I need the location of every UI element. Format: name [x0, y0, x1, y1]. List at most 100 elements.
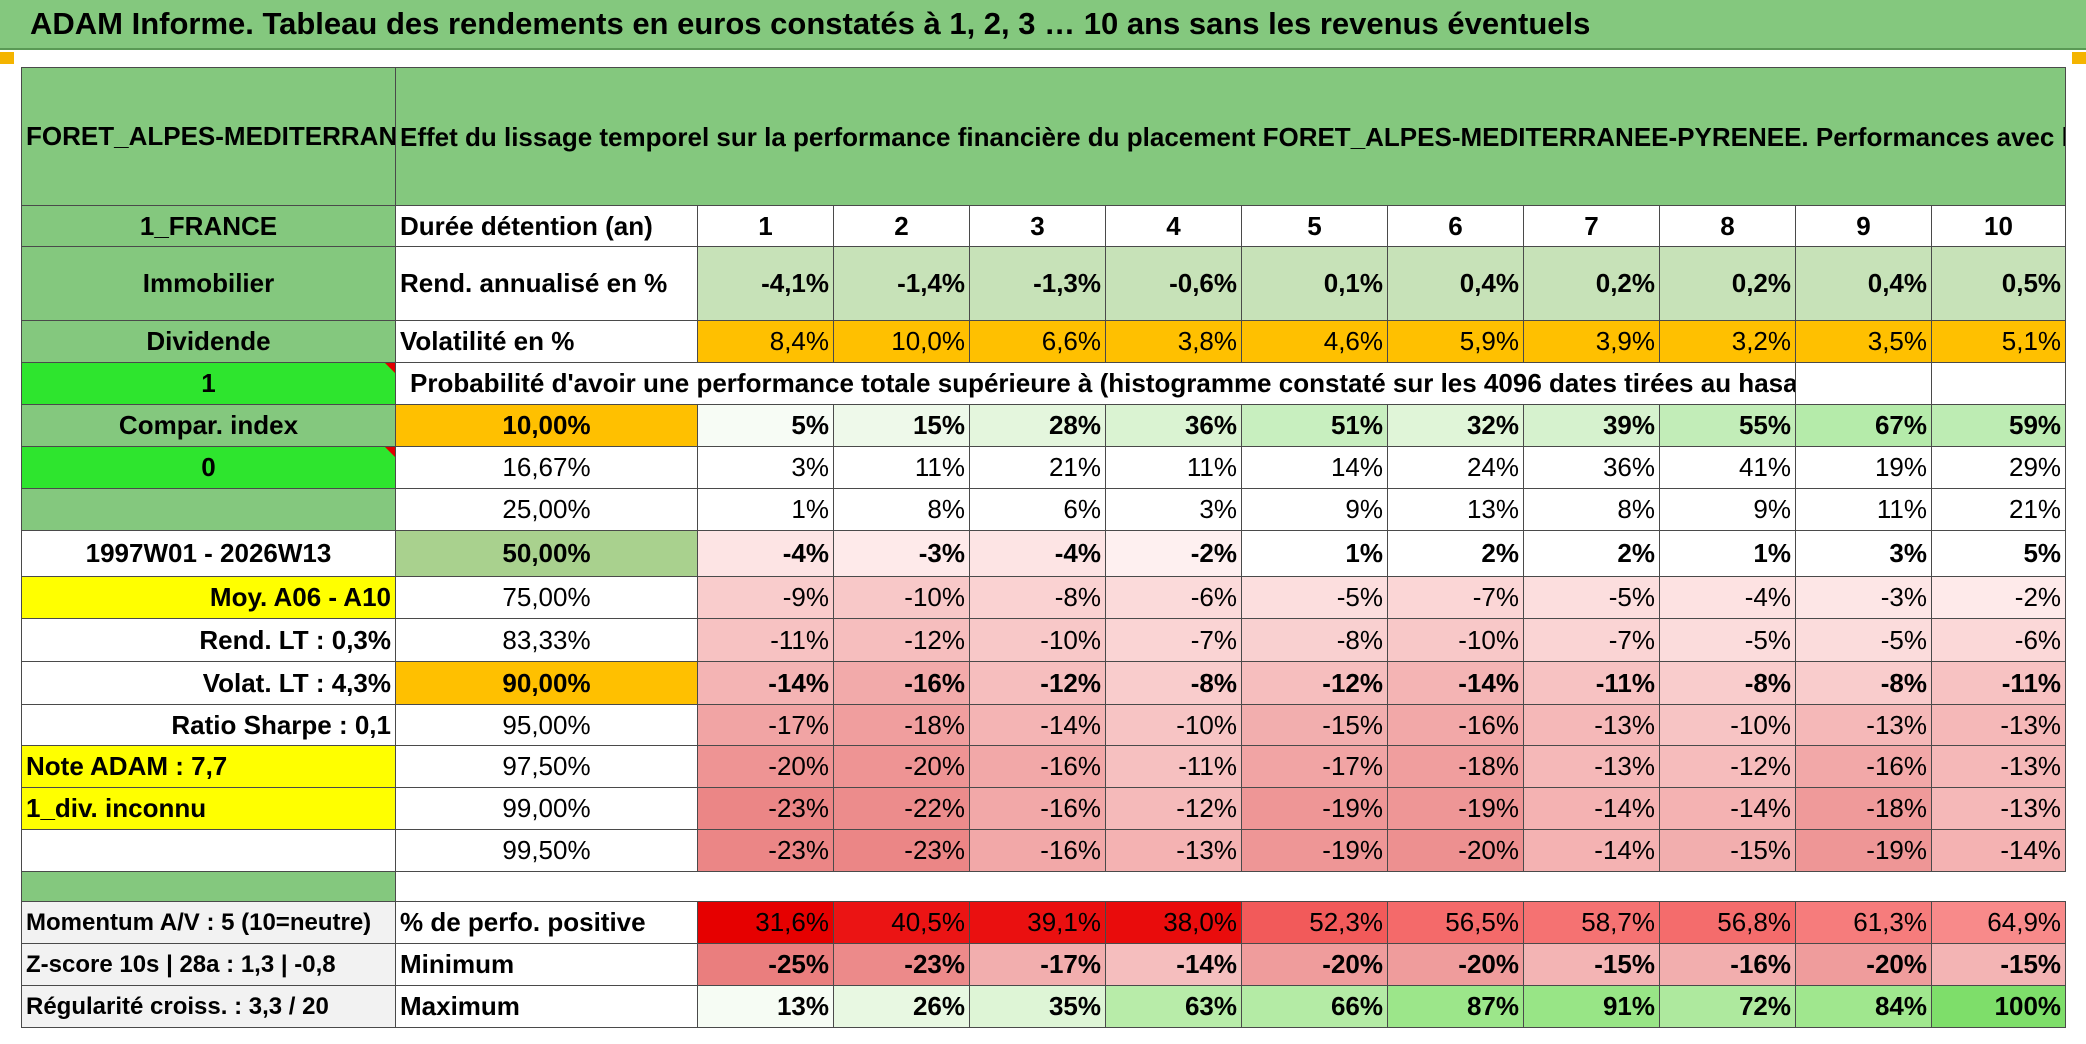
quantile-value: -12%	[1105, 787, 1242, 830]
rend-value: -4,1%	[697, 246, 834, 321]
volat-value: 3,2%	[1659, 320, 1796, 363]
rend-value: -1,3%	[969, 246, 1106, 321]
volat-value: 3,9%	[1523, 320, 1660, 363]
quantile-value: -4%	[697, 530, 834, 577]
quantile-value: -19%	[1795, 829, 1932, 872]
zscore-cell: Z-score 10s | 28a : 1,3 | -0,8	[21, 943, 396, 986]
quantile-value: -5%	[1795, 618, 1932, 662]
rend-value: -0,6%	[1105, 246, 1242, 321]
rend-lt-cell: Rend. LT : 0,3%	[21, 618, 396, 662]
quantile-value: 2%	[1523, 530, 1660, 577]
quantile-value: 11%	[1795, 488, 1932, 531]
year-header: 8	[1659, 205, 1796, 247]
spacer-row	[394, 871, 2066, 902]
quantile-value: 1%	[1659, 530, 1796, 577]
quantile-value: -14%	[1387, 661, 1524, 705]
quantile-value: -23%	[697, 829, 834, 872]
quantile-value: -11%	[1930, 661, 2067, 705]
quantile-value: -3%	[1795, 576, 1932, 619]
quantile-value: 21%	[969, 446, 1106, 489]
quantile-value: -10%	[969, 618, 1106, 662]
quantile-value: -17%	[697, 704, 834, 746]
minimum-value: -23%	[833, 943, 970, 986]
positive-value: 58,7%	[1523, 901, 1660, 944]
quantile-value: -11%	[1105, 745, 1242, 788]
fund-name: FORET_ALPES-MEDITERRANEE-PYRENEE	[21, 67, 396, 206]
page-title: ADAM Informe. Tableau des rendements en …	[30, 6, 1591, 41]
quantile-value: 3%	[1795, 530, 1932, 577]
quantile-value: 41%	[1659, 446, 1796, 489]
flag-cell-1[interactable]: 1	[21, 362, 396, 405]
volat-lt-cell: Volat. LT : 4,3%	[21, 661, 396, 705]
quantile-value: -19%	[1241, 787, 1388, 830]
quantile-value: -3%	[833, 530, 970, 577]
quantile-value: -8%	[1241, 618, 1388, 662]
quantile-label: 90,00%	[395, 661, 698, 705]
quantile-value: 21%	[1930, 488, 2067, 531]
flag-cell-2[interactable]: 0	[21, 446, 396, 489]
year-header: 7	[1523, 205, 1660, 247]
quantile-value: -10%	[1105, 704, 1242, 746]
dividend-info-cell: 1_div. inconnu	[21, 787, 396, 830]
quantile-value: 28%	[969, 404, 1106, 447]
quantile-value: -20%	[833, 745, 970, 788]
quantile-value: 29%	[1930, 446, 2067, 489]
quantile-value: -6%	[1105, 576, 1242, 619]
quantile-value: -20%	[1387, 829, 1524, 872]
quantile-value: 1%	[1241, 530, 1388, 577]
volat-value: 10,0%	[833, 320, 970, 363]
quantile-value: -14%	[1523, 787, 1660, 830]
quantile-value: -5%	[1659, 618, 1796, 662]
performance-table: FORET_ALPES-MEDITERRANEE-PYRENEE Effet d…	[21, 67, 2067, 1028]
maximum-value: 26%	[833, 985, 970, 1028]
quantile-value: -16%	[1387, 704, 1524, 746]
quantile-value: -12%	[833, 618, 970, 662]
quantile-label: 50,00%	[395, 530, 698, 577]
country-cell: 1_FRANCE	[21, 205, 396, 247]
quantile-value: 13%	[1387, 488, 1524, 531]
quantile-value: -6%	[1930, 618, 2067, 662]
quantile-value: -18%	[833, 704, 970, 746]
minimum-value: -20%	[1795, 943, 1932, 986]
positive-value: 56,8%	[1659, 901, 1796, 944]
quantile-value: -10%	[1387, 618, 1524, 662]
quantile-value: 36%	[1105, 404, 1242, 447]
maximum-value: 87%	[1387, 985, 1524, 1028]
quantile-value: 39%	[1523, 404, 1660, 447]
minimum-value: -25%	[697, 943, 834, 986]
quantile-value: -19%	[1387, 787, 1524, 830]
empty-cell	[1930, 362, 2067, 405]
quantile-value: -15%	[1659, 829, 1796, 872]
quantile-value: 59%	[1930, 404, 2067, 447]
volat-value: 3,8%	[1105, 320, 1242, 363]
quantile-value: -11%	[697, 618, 834, 662]
quantile-value: -16%	[1795, 745, 1932, 788]
volat-value: 3,5%	[1795, 320, 1932, 363]
minimum-value: -15%	[1523, 943, 1660, 986]
quantile-label: 10,00%	[395, 404, 698, 447]
volat-value: 5,1%	[1930, 320, 2067, 363]
positive-value: 61,3%	[1795, 901, 1932, 944]
quantile-value: -8%	[1795, 661, 1932, 705]
quantile-value: -14%	[1523, 829, 1660, 872]
description: Effet du lissage temporel sur la perform…	[394, 67, 2067, 206]
quantile-value: 8%	[1523, 488, 1660, 531]
quantile-value: -16%	[969, 829, 1106, 872]
year-header: 6	[1387, 205, 1524, 247]
year-header: 9	[1795, 205, 1932, 247]
quantile-label: 83,33%	[395, 618, 698, 662]
note-adam-cell: Note ADAM : 7,7	[21, 745, 396, 788]
rend-value: -1,4%	[833, 246, 970, 321]
quantile-label: 97,50%	[395, 745, 698, 788]
quantile-value: 9%	[1659, 488, 1796, 531]
positive-value: 40,5%	[833, 901, 970, 944]
maximum-value: 66%	[1241, 985, 1388, 1028]
maximum-value: 13%	[697, 985, 834, 1028]
quantile-value: -17%	[1241, 745, 1388, 788]
title-bar: ADAM Informe. Tableau des rendements en …	[0, 0, 2086, 50]
quantile-label: 25,00%	[395, 488, 698, 531]
corner-marker	[0, 52, 14, 64]
quantile-value: -19%	[1241, 829, 1388, 872]
quantile-value: -12%	[1659, 745, 1796, 788]
quantile-value: 3%	[697, 446, 834, 489]
